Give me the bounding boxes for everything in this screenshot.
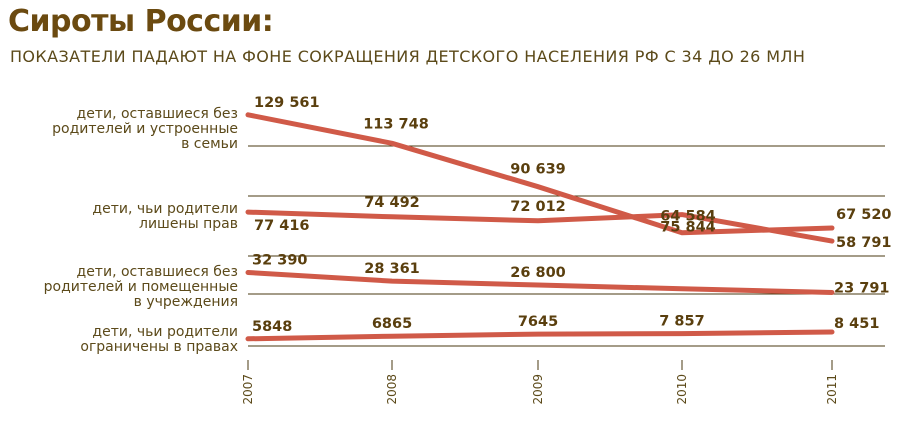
data-label: 77 416 <box>254 218 310 234</box>
x-tick-label: 2009 <box>531 374 545 405</box>
series-lines <box>245 112 835 342</box>
data-label: 129 561 <box>254 95 320 111</box>
data-label: 74 492 <box>364 195 420 211</box>
series-name-line: родителей и помещенные <box>44 279 238 295</box>
x-tick-label: 2011 <box>825 374 839 405</box>
data-label: 67 520 <box>836 207 892 223</box>
x-tick-label: 2010 <box>675 374 689 405</box>
series-name-line: дети, чьи родители <box>92 201 238 217</box>
x-tick-label: 2008 <box>385 374 399 405</box>
series-name: дети, чьи родители ограничены в правах <box>80 324 238 355</box>
data-label: 26 800 <box>510 265 566 281</box>
data-label: 32 390 <box>252 252 308 268</box>
data-label: 75 844 <box>660 220 716 236</box>
chart-title: Сироты России: <box>8 4 274 39</box>
data-label: 7 857 <box>659 314 704 330</box>
series-name-line: в семьи <box>181 136 238 152</box>
x-tick-label: 2007 <box>241 374 255 405</box>
grid-lines <box>248 145 885 347</box>
data-label: 90 639 <box>510 162 566 178</box>
series-name: дети, чьи родители лишены прав <box>92 201 238 232</box>
data-label: 8 451 <box>834 316 879 332</box>
data-label: 23 791 <box>834 281 890 297</box>
series-name-line: дети, оставшиеся без <box>77 264 238 280</box>
data-label: 113 748 <box>363 116 429 132</box>
data-label: 64 584 <box>660 209 716 225</box>
chart-subtitle: ПОКАЗАТЕЛИ ПАДАЮТ НА ФОНЕ СОКРАЩЕНИЯ ДЕТ… <box>10 47 806 66</box>
series-name-line: дети, оставшиеся без <box>77 106 238 122</box>
data-label: 6865 <box>372 316 412 332</box>
series-name: дети, оставшиеся без родителей и устроенн… <box>52 106 238 152</box>
x-axis: 2007 2008 2009 2010 2011 <box>241 360 839 405</box>
data-label: 72 012 <box>510 199 566 215</box>
series-line <box>245 329 835 342</box>
data-label: 7645 <box>518 314 558 330</box>
series-name-line: родителей и устроенные <box>52 121 238 137</box>
series-labels: дети, оставшиеся без родителей и устроенн… <box>44 106 238 355</box>
series-line <box>245 112 835 236</box>
data-label: 5848 <box>252 319 292 335</box>
data-label: 58 791 <box>836 235 892 251</box>
data-label: 28 361 <box>364 261 420 277</box>
series-line <box>245 270 835 295</box>
series-line <box>245 209 835 244</box>
series-name-line: ограничены в правах <box>80 339 238 355</box>
series-name-line: лишены прав <box>139 216 238 232</box>
data-labels: 129 561 113 748 90 639 64 584 67 520 77 416 74… <box>252 95 892 335</box>
series-name-line: в учреждения <box>134 294 238 310</box>
series-name: дети, оставшиеся без родителей и помещенн… <box>44 264 238 310</box>
series-name-line: дети, чьи родители <box>92 324 238 340</box>
